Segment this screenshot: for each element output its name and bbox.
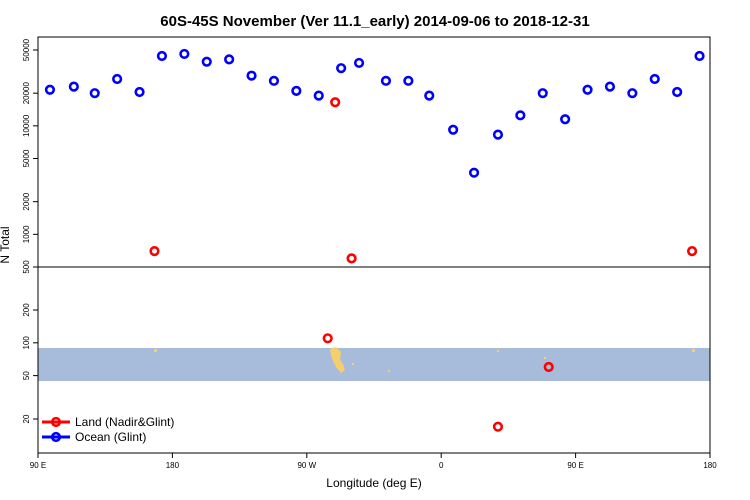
ocean-point xyxy=(694,50,705,62)
y-tick-label: 500 xyxy=(22,260,31,274)
ocean-point xyxy=(515,110,526,121)
antarctic-peninsula-landmass xyxy=(154,347,695,373)
ocean-point xyxy=(201,56,212,67)
x-axis-title: Longitude (deg E) xyxy=(326,476,421,490)
ocean-band xyxy=(38,348,710,381)
y-tick-label: 20000 xyxy=(22,82,31,105)
bottom-panel-background xyxy=(38,347,710,381)
legend-entry-ocean: Ocean (Glint) xyxy=(42,430,146,444)
ocean-point xyxy=(604,81,616,92)
ocean-point xyxy=(672,86,683,98)
ocean-point xyxy=(448,124,459,135)
y-tick-label: 20 xyxy=(22,414,31,423)
legend-marker-land xyxy=(50,416,62,428)
legend-entry-land: Land (Nadir&Glint) xyxy=(42,415,174,429)
x-tick-label: 180 xyxy=(166,461,180,470)
y-tick-label: 200 xyxy=(22,303,31,317)
ocean-point xyxy=(380,75,392,86)
ocean-points xyxy=(44,48,705,178)
plot-frame xyxy=(37,36,711,454)
ocean-point xyxy=(89,88,100,99)
ocean-point xyxy=(224,54,235,65)
y-tick-label: 100 xyxy=(22,336,31,350)
x-tick-label: 180 xyxy=(703,461,717,470)
x-tick-label: 90 W xyxy=(297,461,316,470)
x-tick-label: 0 xyxy=(439,461,444,470)
y-tick-label: 50000 xyxy=(22,38,31,61)
y-axis: 500 1000 2000 5000 10000 20000 50000 20 50 100 200 xyxy=(22,38,38,423)
ocean-point xyxy=(291,85,302,96)
y-tick-label: 10000 xyxy=(22,114,31,137)
ocean-point xyxy=(537,88,548,99)
ocean-point xyxy=(403,75,414,86)
ocean-point xyxy=(582,84,593,95)
legend-marker-ocean xyxy=(50,431,62,443)
ocean-point xyxy=(424,90,435,101)
land-point xyxy=(543,361,554,373)
land-point xyxy=(149,246,160,257)
ocean-point xyxy=(179,48,190,60)
ocean-point xyxy=(134,86,145,98)
y-axis-title: N Total xyxy=(0,226,12,263)
ocean-point xyxy=(468,167,480,178)
y-tick-label: 1000 xyxy=(22,225,31,243)
legend-label-land: Land (Nadir&Glint) xyxy=(75,415,174,429)
ocean-point xyxy=(336,63,347,74)
ocean-point xyxy=(313,90,324,101)
ocean-point xyxy=(156,50,168,62)
ocean-point xyxy=(112,73,123,85)
y-tick-label: 2000 xyxy=(22,192,31,210)
y-tick-label: 5000 xyxy=(22,149,31,167)
chart-title: 60S-45S November (Ver 11.1_early) 2014-0… xyxy=(160,13,589,30)
legend: Land (Nadir&Glint) Ocean (Glint) xyxy=(42,415,174,444)
land-point xyxy=(492,421,504,432)
x-tick-label: 90 E xyxy=(30,461,46,470)
ocean-point xyxy=(268,75,280,86)
ocean-point xyxy=(649,73,660,85)
ocean-point xyxy=(68,81,79,92)
ocean-point xyxy=(560,114,571,125)
land-point xyxy=(686,246,698,257)
x-tick-label: 90 E xyxy=(567,461,583,470)
land-point xyxy=(346,253,357,264)
ocean-point xyxy=(492,129,504,140)
land-point xyxy=(322,333,333,344)
ocean-point xyxy=(353,57,365,69)
ocean-point xyxy=(627,88,638,99)
ocean-point xyxy=(246,70,257,81)
x-axis: 90 E 180 90 W 0 90 E 180 xyxy=(30,453,717,470)
y-tick-label: 50 xyxy=(22,371,31,380)
ocean-point xyxy=(44,84,56,95)
land-points xyxy=(149,97,698,432)
legend-label-ocean: Ocean (Glint) xyxy=(75,430,146,444)
land-point xyxy=(330,97,341,108)
